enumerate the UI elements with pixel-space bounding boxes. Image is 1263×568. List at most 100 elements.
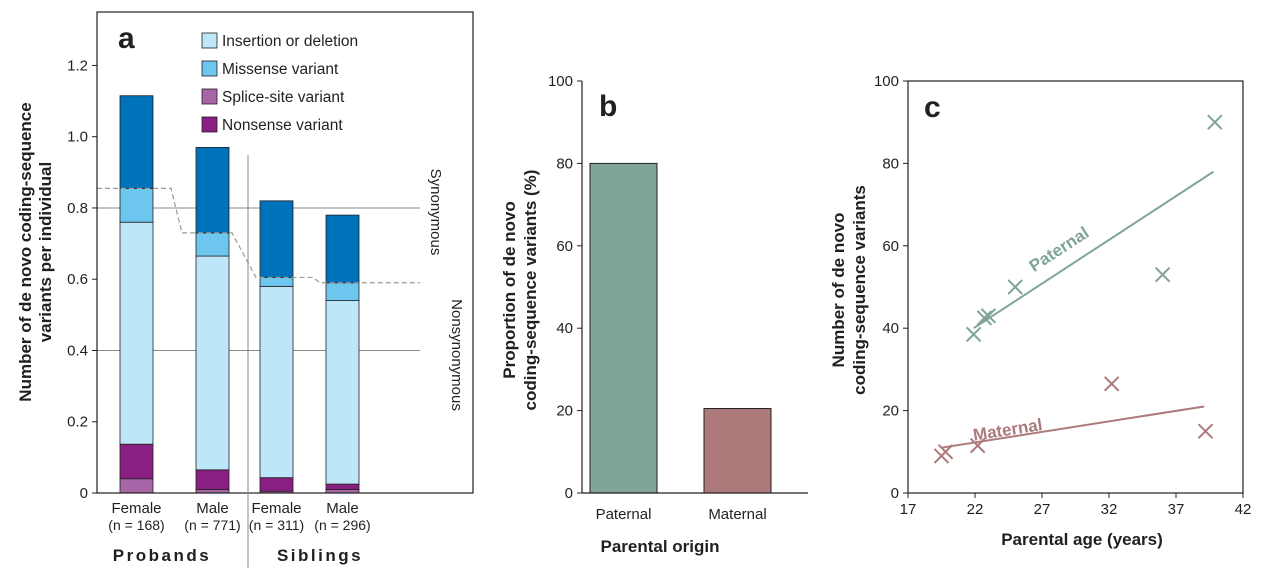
point-maternal [969, 437, 986, 454]
bar-segment-synonymous-2 [259, 200, 294, 278]
panel-c-plot: 0 20 40 60 80 100 17 22 27 32 37 42 Paternal Maternal [874, 73, 1251, 518]
y-tick-label: 80 [556, 155, 573, 172]
category-n-label: (n = 296) [314, 517, 370, 533]
bar-segment-missense-1 [195, 232, 230, 257]
point-maternal [937, 444, 954, 460]
bar-segment-indel-1 [195, 255, 230, 471]
bar-segment-nonsense-3 [325, 483, 360, 490]
y-tick-label: 20 [882, 403, 899, 420]
y-tick-label: 40 [882, 320, 899, 337]
point-maternal [1197, 423, 1214, 439]
nonsynonymous-label: Nonsynonymous [448, 299, 465, 411]
point-paternal [965, 326, 982, 343]
bar-segment-splice-0 [119, 478, 154, 494]
legend-swatch-splice-site-variant [201, 88, 218, 105]
panel-a-y-axis-label-line1: Number of de novo coding-sequence [16, 102, 35, 401]
synonymous-label: Synonymous [427, 169, 444, 256]
group-label-siblings: Siblings [277, 546, 363, 565]
panel-b: Paternal Maternal 0 20 40 60 80 100 b Proportio… [500, 73, 808, 556]
bar-segment-synonymous-3 [325, 214, 360, 284]
y-tick-label: 0.4 [67, 342, 88, 359]
y-tick-label: 1.2 [67, 57, 88, 74]
y-tick-label: 100 [874, 73, 899, 90]
category-label: Female [111, 500, 161, 517]
nonsynonymous-dashed-line [97, 187, 420, 284]
bar-segment-indel-2 [259, 285, 294, 479]
panel-c: 0 20 40 60 80 100 17 22 27 32 37 42 Paternal Maternal… [829, 73, 1251, 549]
panel-b-y-axis-label-line1: Proportion of de novo [500, 201, 519, 379]
bar-segment-indel-0 [119, 221, 154, 445]
legend-label-splice-site-variant: Splice-site variant [222, 89, 345, 106]
y-tick-label: 0 [80, 485, 88, 502]
panel-c-letter: c [924, 91, 941, 124]
y-tick-label: 40 [556, 320, 573, 337]
panel-c-x-axis-label: Parental age (years) [1001, 530, 1163, 549]
x-tick-label: 32 [1101, 501, 1118, 518]
y-tick-label: 100 [548, 73, 573, 90]
panel-c-y-axis-label-line2: coding-sequence variants [850, 185, 869, 395]
x-tick-label: 42 [1235, 501, 1252, 518]
legend-swatch-nonsense-variant [201, 116, 218, 133]
panel-a-y-axis-label: Number of de novo coding-sequencevariant… [16, 102, 55, 401]
category-n-label: (n = 311) [249, 517, 304, 533]
panel-a-category-labels: Female(n = 168)Male(n = 771)Female(n = 3… [108, 500, 370, 565]
panel-c-y-axis-label-line1: Number of de novo [829, 213, 848, 368]
y-tick-label: 1.0 [67, 129, 88, 146]
panel-a-y-ticks: 0 0.2 0.4 0.6 0.8 1.0 1.2 [67, 57, 97, 502]
point-paternal [980, 308, 997, 324]
bar-segment-missense-0 [119, 187, 154, 223]
series-label-maternal: Maternal [972, 415, 1044, 445]
category-label: Female [251, 500, 301, 517]
point-paternal [1154, 266, 1171, 283]
x-tick-label: 37 [1168, 501, 1185, 518]
legend-swatch-insertion-or-deletion [201, 32, 218, 49]
fit-line-paternal [973, 170, 1215, 330]
panel-b-y-axis-label-line2: coding-sequence variants (%) [521, 170, 540, 411]
panel-a-y-axis-label-line2: variants per individual [36, 162, 55, 342]
bar-maternal [703, 408, 772, 494]
category-label-paternal: Paternal [596, 506, 652, 523]
panel-a-legend: Insertion or deletion Missense variant Spl… [201, 32, 358, 134]
category-n-label: (n = 168) [108, 517, 164, 533]
y-tick-label: 0 [891, 485, 899, 502]
legend-swatch-missense-variant [201, 60, 218, 77]
y-tick-label: 0.8 [67, 200, 88, 217]
panel-b-x-axis-label: Parental origin [600, 537, 719, 556]
y-tick-label: 60 [882, 238, 899, 255]
bar-segment-nonsense-1 [195, 469, 230, 490]
y-tick-label: 0.6 [67, 271, 88, 288]
point-paternal [976, 310, 993, 326]
series-label-paternal: Paternal [1026, 223, 1093, 276]
y-tick-label: 20 [556, 403, 573, 420]
bar-segment-synonymous-0 [119, 95, 154, 189]
panel-c-frame [907, 80, 1244, 494]
bar-segment-indel-3 [325, 300, 360, 485]
panel-b-plot: Paternal Maternal 0 20 40 60 80 100 [548, 73, 808, 523]
category-n-label: (n = 771) [184, 517, 240, 533]
point-maternal [1103, 376, 1120, 392]
point-paternal [1207, 114, 1223, 130]
y-tick-label: 60 [556, 238, 573, 255]
legend-label-insertion-or-deletion: Insertion or deletion [222, 33, 358, 50]
bar-segment-nonsense-2 [259, 477, 294, 492]
bar-segment-nonsense-0 [119, 443, 154, 480]
y-tick-label: 80 [882, 155, 899, 172]
bar-paternal [589, 162, 658, 494]
point-paternal [1007, 279, 1023, 295]
bar-segment-missense-2 [259, 277, 294, 287]
group-label-probands: Probands [113, 546, 211, 565]
panel-a-letter: a [118, 22, 135, 55]
y-tick-label: 0.2 [67, 414, 88, 431]
panel-a: 00.20.40.60.81.01.2 Female(n = 168)Male(… [16, 11, 474, 568]
bar-segment-synonymous-1 [195, 146, 230, 234]
category-label-maternal: Maternal [708, 506, 766, 523]
bar-segment-missense-3 [325, 282, 360, 302]
x-tick-label: 22 [967, 501, 984, 518]
category-label: Male [326, 500, 359, 517]
fit-line-maternal [941, 405, 1205, 449]
x-tick-label: 27 [1034, 501, 1051, 518]
x-tick-label: 17 [900, 501, 917, 518]
panel-a-frame [96, 11, 474, 494]
panel-a-bars [96, 11, 474, 568]
